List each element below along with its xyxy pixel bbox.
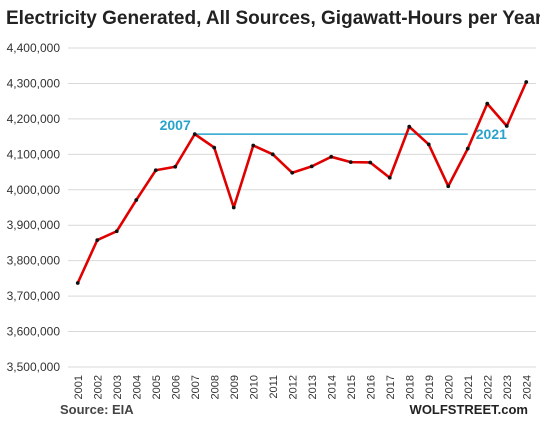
data-point [153, 168, 158, 173]
y-tick-label: 4,400,000 [7, 41, 61, 55]
data-point [95, 238, 100, 243]
data-point [348, 160, 353, 165]
data-point [329, 154, 334, 159]
data-point [504, 124, 509, 128]
x-tick-label: 2020 [443, 375, 455, 399]
y-tick-label: 4,200,000 [7, 112, 61, 126]
chart-title: Electricity Generated, All Sources, Giga… [6, 8, 540, 29]
y-tick-label: 3,500,000 [7, 360, 61, 374]
y-tick-label: 3,900,000 [7, 218, 61, 232]
y-tick-label: 3,800,000 [7, 254, 61, 268]
x-tick-label: 2008 [209, 375, 221, 399]
y-tick-label: 3,700,000 [7, 289, 61, 303]
x-tick-label: 2019 [424, 375, 436, 399]
source-note: Source: EIA [60, 402, 134, 417]
data-point [446, 184, 451, 189]
y-tick-label: 4,300,000 [7, 76, 61, 90]
data-point [251, 143, 256, 148]
data-point [387, 175, 392, 180]
data-point [114, 229, 119, 234]
data-point [231, 205, 236, 210]
y-tick-label: 4,000,000 [7, 183, 61, 197]
series-group [75, 80, 529, 285]
data-point [173, 164, 178, 169]
y-tick-label: 4,100,000 [7, 147, 61, 161]
x-axis-ticks: 2001 2002 2003 2004 2005 2006 2007 2008 2009 2010… [73, 375, 534, 399]
x-tick-label: 2021 [463, 375, 475, 399]
x-tick-label: 2023 [502, 375, 514, 399]
x-tick-label: 2001 [73, 375, 85, 399]
data-point [192, 132, 197, 137]
reference-line-group: 2007 2021 [160, 117, 508, 142]
x-tick-label: 2016 [365, 375, 377, 399]
x-tick-label: 2017 [385, 375, 397, 399]
y-tick-label: 3,600,000 [7, 325, 61, 339]
x-tick-label: 2003 [112, 375, 124, 399]
x-tick-label: 2010 [248, 375, 260, 399]
x-tick-label: 2005 [151, 375, 163, 399]
reference-end-label: 2021 [476, 126, 507, 142]
data-point [290, 170, 295, 175]
data-point [407, 124, 412, 129]
x-tick-label: 2013 [307, 375, 319, 399]
x-tick-label: 2009 [229, 375, 241, 399]
data-point [212, 145, 217, 150]
x-tick-label: 2007 [190, 375, 202, 399]
reference-start-label: 2007 [160, 117, 191, 133]
data-point [75, 281, 80, 285]
x-tick-label: 2002 [92, 375, 104, 399]
x-tick-label: 2006 [170, 375, 182, 399]
x-tick-label: 2022 [482, 375, 494, 399]
x-tick-label: 2015 [346, 375, 358, 399]
x-tick-label: 2004 [131, 375, 143, 399]
data-point [270, 152, 275, 157]
y-axis-ticks: 3,500,000 3,600,000 3,700,000 3,800,000 3,90… [7, 41, 61, 374]
brand-label: WOLFSTREET.com [409, 402, 528, 417]
series-line [76, 81, 528, 284]
data-point [426, 142, 431, 147]
data-point [465, 146, 470, 151]
data-point [134, 198, 139, 202]
data-point [485, 101, 490, 106]
x-tick-label: 2014 [326, 375, 338, 399]
x-tick-label: 2018 [404, 375, 416, 399]
data-point [368, 160, 373, 165]
data-point [524, 80, 529, 84]
x-tick-label: 2011 [268, 375, 280, 399]
x-tick-label: 2012 [287, 375, 299, 399]
data-point [309, 164, 314, 169]
x-tick-label: 2024 [521, 375, 533, 399]
gridlines [68, 47, 536, 368]
